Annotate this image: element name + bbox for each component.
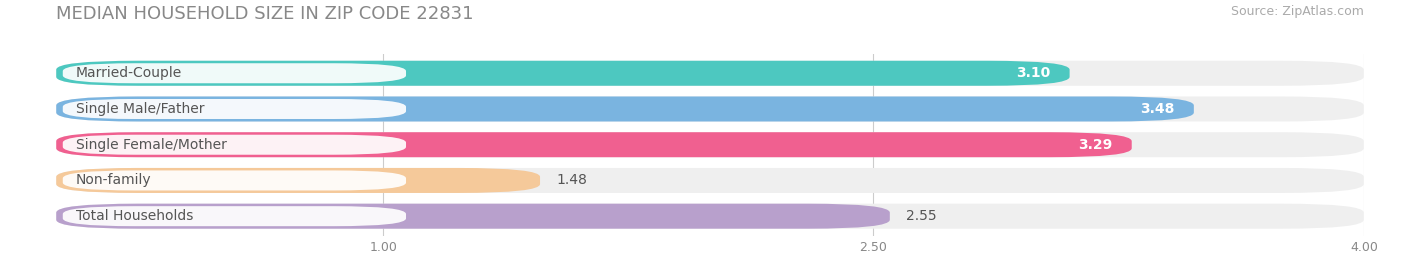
FancyBboxPatch shape	[56, 96, 1194, 121]
Text: Total Households: Total Households	[76, 209, 193, 223]
Text: Single Male/Father: Single Male/Father	[76, 102, 204, 116]
FancyBboxPatch shape	[63, 170, 406, 191]
FancyBboxPatch shape	[56, 204, 1364, 229]
FancyBboxPatch shape	[56, 168, 540, 193]
Text: 3.10: 3.10	[1015, 66, 1050, 80]
Text: MEDIAN HOUSEHOLD SIZE IN ZIP CODE 22831: MEDIAN HOUSEHOLD SIZE IN ZIP CODE 22831	[56, 5, 474, 23]
FancyBboxPatch shape	[56, 132, 1364, 157]
Text: Source: ZipAtlas.com: Source: ZipAtlas.com	[1230, 5, 1364, 18]
FancyBboxPatch shape	[56, 61, 1070, 86]
FancyBboxPatch shape	[63, 135, 406, 155]
Text: Married-Couple: Married-Couple	[76, 66, 183, 80]
FancyBboxPatch shape	[63, 99, 406, 119]
FancyBboxPatch shape	[63, 63, 406, 83]
Text: Single Female/Mother: Single Female/Mother	[76, 138, 226, 152]
Text: 3.48: 3.48	[1140, 102, 1174, 116]
FancyBboxPatch shape	[56, 168, 1364, 193]
Text: 2.55: 2.55	[907, 209, 936, 223]
FancyBboxPatch shape	[56, 204, 890, 229]
Text: Non-family: Non-family	[76, 173, 152, 187]
FancyBboxPatch shape	[63, 206, 406, 226]
FancyBboxPatch shape	[56, 61, 1364, 86]
FancyBboxPatch shape	[56, 96, 1364, 121]
FancyBboxPatch shape	[56, 132, 1132, 157]
Text: 1.48: 1.48	[557, 173, 588, 187]
Text: 3.29: 3.29	[1078, 138, 1112, 152]
